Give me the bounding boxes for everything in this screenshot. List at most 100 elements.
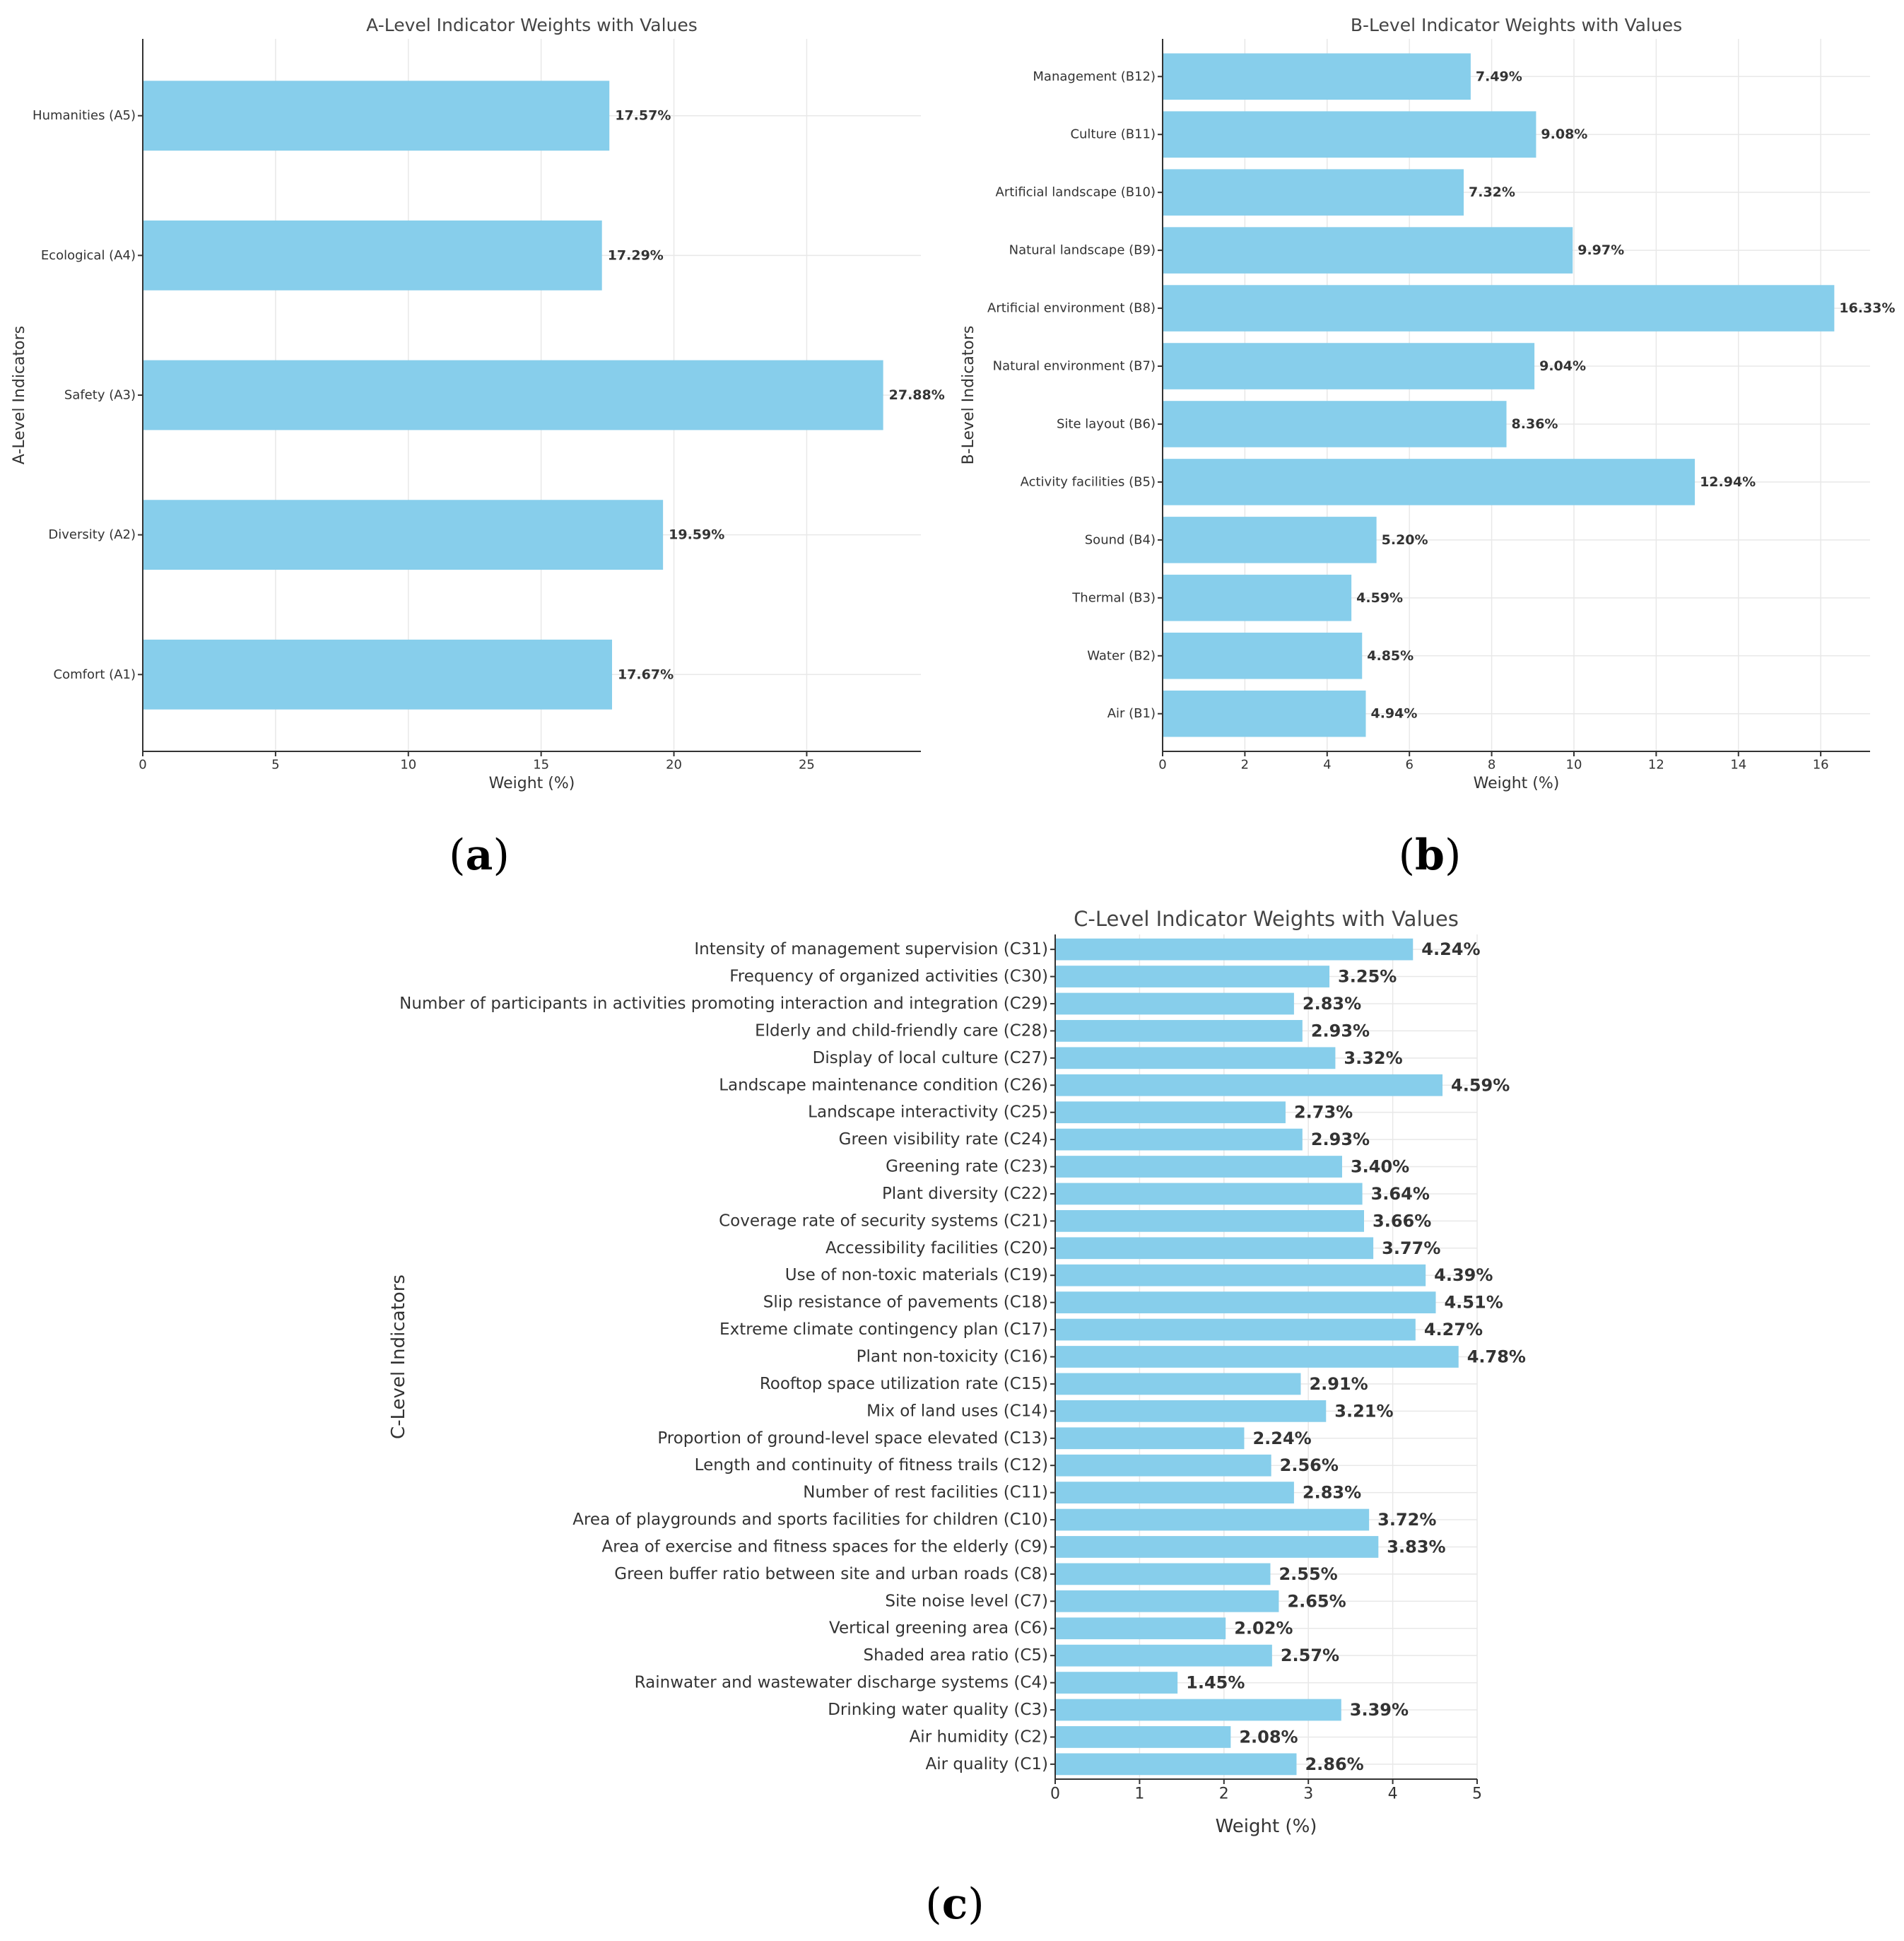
y-tick-label: Air quality (C1) xyxy=(925,1755,1048,1773)
value-label: 5.20% xyxy=(1382,532,1428,548)
chart-b-level: 4.94% 4.85% 4.59% 5.20% 12.94% 8.36% 9.04% 16.3… xyxy=(960,15,1896,880)
y-tick-label: Ecological (A4) xyxy=(41,248,136,263)
bar xyxy=(1055,1183,1363,1205)
chart-title: B-Level Indicator Weights with Values xyxy=(1351,15,1682,35)
chart-a-level: 17.67% 19.59% 27.88% 17.29% 17.57% Comfort (A… xyxy=(11,15,945,880)
bar xyxy=(1055,1210,1365,1232)
x-axis-label: Weight (%) xyxy=(489,775,575,792)
y-tick-label: Accessibility facilities (C20) xyxy=(825,1239,1048,1257)
y-tick-label: Artificial landscape (B10) xyxy=(996,185,1156,200)
y-tick-label: Culture (B11) xyxy=(1070,127,1156,142)
y-axis-label: C-Level Indicators xyxy=(388,1274,409,1439)
y-tick-label: Comfort (A1) xyxy=(54,667,136,682)
y-tick-label: Number of rest facilities (C11) xyxy=(803,1484,1048,1502)
y-tick-label: Elderly and child-friendly care (C28) xyxy=(755,1021,1048,1040)
panel-label: (b) xyxy=(1399,831,1462,880)
value-label: 12.94% xyxy=(1700,474,1756,490)
value-label: 3.66% xyxy=(1373,1211,1431,1231)
value-label: 2.55% xyxy=(1279,1564,1337,1584)
y-tick-label: Thermal (B3) xyxy=(1071,590,1156,605)
y-tick-label: Sound (B4) xyxy=(1085,532,1156,547)
value-label: 3.83% xyxy=(1387,1537,1445,1556)
y-tick-label: Mix of land uses (C14) xyxy=(866,1402,1048,1420)
bar xyxy=(1055,1128,1303,1151)
bar xyxy=(1055,1536,1379,1558)
bar xyxy=(1055,992,1294,1015)
value-label: 4.85% xyxy=(1367,648,1414,664)
bar xyxy=(143,639,612,710)
bar xyxy=(1055,1346,1459,1368)
y-tick-label: Plant non-toxicity (C16) xyxy=(857,1348,1048,1366)
bar xyxy=(1055,1672,1178,1694)
bar xyxy=(1163,517,1377,563)
y-tick-label: Artificial environment (B8) xyxy=(987,301,1156,316)
value-label: 4.59% xyxy=(1451,1075,1510,1095)
value-label: 2.93% xyxy=(1311,1130,1370,1149)
x-tick-label: 3 xyxy=(1303,1785,1313,1803)
y-tick-label: Green visibility rate (C24) xyxy=(839,1130,1048,1149)
bar xyxy=(1055,1563,1271,1585)
value-label: 3.64% xyxy=(1371,1184,1430,1204)
x-tick-label: 0 xyxy=(1050,1785,1060,1803)
value-label: 3.21% xyxy=(1334,1401,1393,1421)
bar xyxy=(1163,227,1573,274)
value-label: 27.88% xyxy=(889,387,945,403)
y-tick-label: Rainwater and wastewater discharge syste… xyxy=(635,1674,1048,1692)
value-label: 2.91% xyxy=(1309,1374,1368,1394)
bar xyxy=(1055,1101,1286,1124)
bar xyxy=(1055,1373,1301,1395)
value-label: 3.72% xyxy=(1377,1510,1436,1530)
y-tick-label: Rooftop space utilization rate (C15) xyxy=(760,1375,1048,1393)
value-label: 19.59% xyxy=(669,527,724,543)
bar xyxy=(1055,1699,1341,1721)
value-label: 3.32% xyxy=(1344,1048,1402,1068)
bar xyxy=(1055,1156,1342,1178)
value-label: 4.51% xyxy=(1444,1293,1503,1313)
y-tick-label: Area of exercise and fitness spaces for … xyxy=(601,1537,1048,1556)
x-tick-label: 20 xyxy=(666,757,682,772)
y-tick-label: Site layout (B6) xyxy=(1057,416,1156,431)
x-axis-label: Weight (%) xyxy=(1474,775,1560,792)
bar xyxy=(1055,1020,1303,1042)
bar xyxy=(1055,938,1414,961)
value-label: 17.57% xyxy=(615,108,671,124)
value-label: 2.56% xyxy=(1280,1455,1339,1475)
value-label: 16.33% xyxy=(1839,300,1895,316)
bar xyxy=(1055,1047,1336,1069)
y-tick-label: Landscape maintenance condition (C26) xyxy=(719,1076,1048,1094)
bar xyxy=(1055,1590,1279,1612)
x-tick-label: 12 xyxy=(1648,757,1664,772)
x-tick-label: 1 xyxy=(1134,1785,1144,1803)
y-tick-label: Site noise level (C7) xyxy=(885,1592,1048,1610)
x-tick-label: 25 xyxy=(799,757,815,772)
value-label: 2.73% xyxy=(1294,1103,1353,1122)
y-tick-label: Activity facilities (B5) xyxy=(1021,474,1156,489)
value-label: 3.39% xyxy=(1350,1700,1409,1720)
bar xyxy=(1055,1508,1370,1531)
bar xyxy=(1163,343,1535,389)
y-tick-label: Display of local culture (C27) xyxy=(813,1049,1048,1067)
bar xyxy=(1163,111,1536,158)
y-tick-label: Green buffer ratio between site and urba… xyxy=(614,1565,1048,1583)
bar xyxy=(1055,1726,1231,1748)
value-label: 2.24% xyxy=(1252,1429,1311,1448)
x-tick-label: 4 xyxy=(1388,1785,1398,1803)
value-label: 2.57% xyxy=(1281,1646,1339,1665)
value-label: 2.65% xyxy=(1287,1591,1346,1611)
y-tick-label: Air humidity (C2) xyxy=(910,1728,1048,1746)
bar xyxy=(1055,1264,1426,1286)
bar xyxy=(1055,1291,1436,1314)
panel-label: (c) xyxy=(925,1880,984,1929)
x-tick-label: 10 xyxy=(400,757,416,772)
value-label: 2.83% xyxy=(1303,1483,1361,1503)
value-label: 7.32% xyxy=(1469,184,1515,200)
y-tick-label: Natural landscape (B9) xyxy=(1009,243,1156,258)
y-tick-label: Slip resistance of pavements (C18) xyxy=(763,1294,1048,1312)
x-tick-label: 0 xyxy=(139,757,146,772)
value-label: 3.25% xyxy=(1338,967,1397,987)
y-tick-label: Diversity (A2) xyxy=(48,527,136,542)
bar xyxy=(1055,1644,1272,1667)
y-axis-label: A-Level Indicators xyxy=(11,326,28,464)
y-tick-label: Drinking water quality (C3) xyxy=(828,1701,1048,1719)
